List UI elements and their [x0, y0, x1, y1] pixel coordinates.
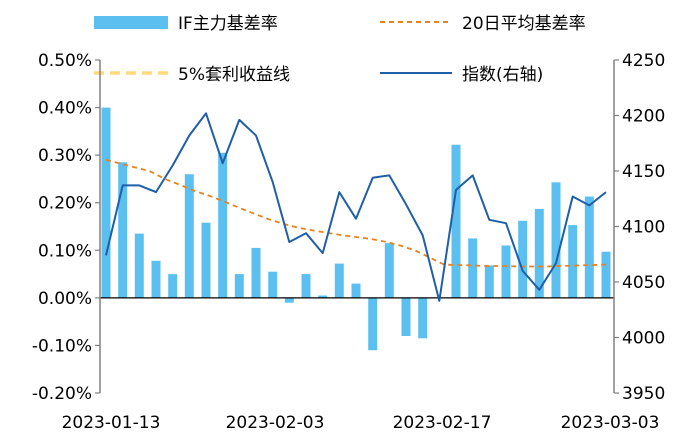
left-tick-label: 0.20% — [38, 194, 92, 214]
basis-rate-bar — [251, 247, 261, 298]
basis-rate-bar — [368, 297, 378, 351]
legend-label-arbitrage: 5%套利收益线 — [178, 65, 290, 85]
x-tick-label: 2023-02-17 — [393, 413, 492, 433]
legend-label-avg: 20日平均基差率 — [462, 14, 586, 34]
legend-label-index: 指数(右轴) — [462, 65, 543, 85]
basis-rate-bar — [268, 271, 278, 298]
right-tick-label: 4250 — [622, 51, 665, 71]
plot-area — [100, 107, 614, 351]
left-tick-label: 0.30% — [38, 146, 92, 166]
legend: IF主力基差率 20日平均基差率 5%套利收益线 指数(右轴) — [88, 3, 628, 95]
basis-rate-bar — [234, 274, 244, 298]
basis-rate-bar — [168, 274, 178, 298]
left-tick-label: 0.10% — [38, 241, 92, 261]
basis-rate-bar — [301, 274, 311, 298]
legend-swatch-basis-rate — [94, 16, 168, 29]
basis-rate-bar — [501, 245, 511, 298]
basis-rate-bar — [468, 238, 478, 298]
x-tick-label: 2023-02-03 — [226, 413, 325, 433]
basis-rate-bar — [318, 295, 328, 298]
basis-rate-bar — [334, 263, 344, 298]
right-tick-label: 4200 — [622, 107, 665, 127]
basis-rate-bar — [418, 297, 428, 339]
basis-rate-bar — [534, 208, 544, 298]
x-tick-label: 2023-03-03 — [561, 413, 660, 433]
left-tick-label: -0.20% — [32, 384, 92, 404]
basis-rate-bar — [351, 283, 361, 298]
right-tick-label: 4150 — [622, 162, 665, 182]
basis-rate-bar — [284, 297, 294, 303]
basis-rate-bar — [151, 260, 161, 298]
basis-rate-bar — [118, 162, 128, 298]
basis-rate-bar — [451, 144, 461, 298]
left-tick-label: 0.50% — [38, 51, 92, 71]
basis-rate-bar — [551, 182, 561, 298]
basis-rate-bar — [384, 243, 394, 298]
right-tick-label: 4000 — [622, 329, 665, 349]
basis-rate-bar — [218, 152, 228, 298]
left-tick-label: 0.40% — [38, 99, 92, 119]
basis-rate-bar — [184, 174, 194, 298]
right-tick-label: 4100 — [622, 218, 665, 238]
basis-rate-bar — [101, 107, 111, 298]
right-tick-label: 3950 — [622, 384, 665, 404]
basis-rate-bar — [201, 222, 211, 298]
basis-rate-bar — [601, 251, 611, 298]
legend-label-basis-rate: IF主力基差率 — [178, 14, 278, 34]
left-tick-label: -0.10% — [32, 336, 92, 356]
legend-background — [88, 3, 628, 95]
x-tick-label: 2023-01-13 — [62, 413, 161, 433]
index-line — [105, 112, 607, 302]
basis-rate-bar — [518, 220, 528, 298]
basis-rate-bar — [484, 265, 494, 298]
basis-rate-bar — [584, 196, 594, 298]
avg-basis-rate-line — [105, 159, 607, 268]
basis-rate-bar — [568, 225, 578, 298]
basis-rate-bar — [134, 233, 144, 298]
left-tick-label: 0.00% — [38, 289, 92, 309]
right-tick-label: 4050 — [622, 273, 665, 293]
axes: -0.20% -0.10% 0.00% 0.10% 0.20% 0.30% 0.40% 0.5… — [32, 51, 665, 433]
basis-rate-bar — [401, 297, 411, 336]
